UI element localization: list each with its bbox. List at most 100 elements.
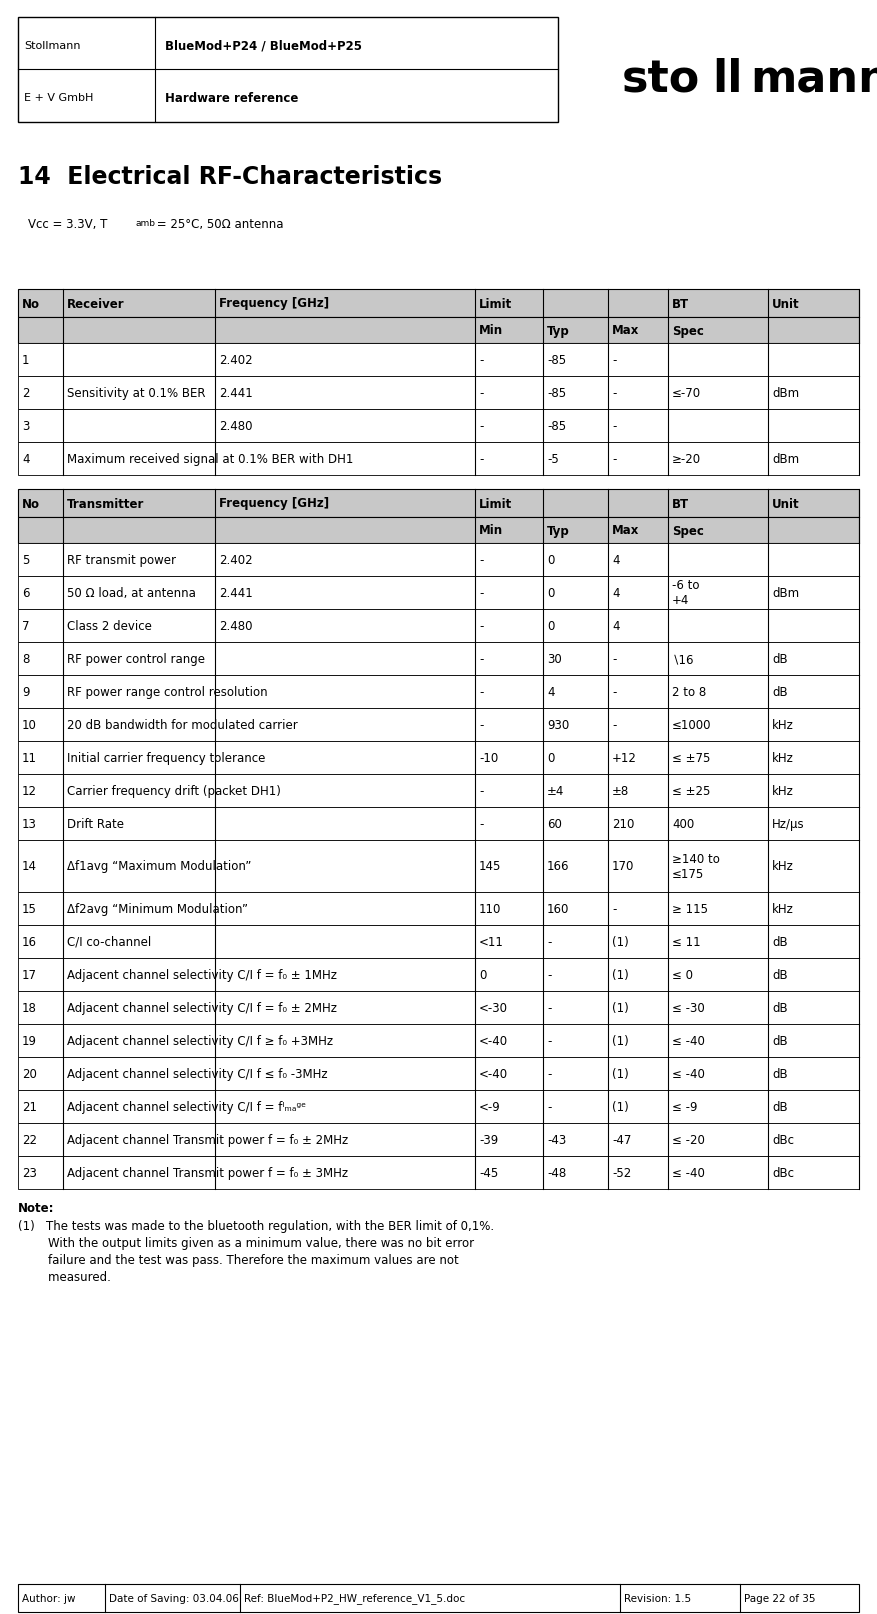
Text: ≤ -40: ≤ -40	[672, 1067, 705, 1080]
Bar	[18, 344, 859, 376]
Text: Frequency [GHz]: Frequency [GHz]	[219, 497, 329, 510]
Text: Vcc = 3.3V, T: Vcc = 3.3V, T	[28, 218, 107, 231]
Text: 2.441: 2.441	[219, 387, 253, 400]
Text: 50 Ω load, at antenna: 50 Ω load, at antenna	[67, 586, 196, 600]
Text: 4: 4	[22, 452, 30, 466]
Text: Frequency [GHz]: Frequency [GHz]	[219, 297, 329, 310]
Text: -: -	[479, 353, 483, 366]
Text: (1): (1)	[612, 1035, 629, 1047]
Text: dBm: dBm	[772, 452, 799, 466]
Text: 17: 17	[22, 968, 37, 981]
Text: C/I co-channel: C/I co-channel	[67, 936, 151, 949]
Text: -5: -5	[547, 452, 559, 466]
Text: Hardware reference: Hardware reference	[165, 92, 298, 105]
Text: 5: 5	[22, 554, 29, 567]
Text: 14  Electrical RF-Characteristics: 14 Electrical RF-Characteristics	[18, 165, 442, 189]
Text: -: -	[612, 718, 617, 731]
Text: ≥-20: ≥-20	[672, 452, 701, 466]
Text: <-30: <-30	[479, 1001, 508, 1014]
Text: Class 2 device: Class 2 device	[67, 620, 152, 633]
Bar	[18, 376, 859, 410]
Text: 0: 0	[547, 620, 554, 633]
Text: Typ: Typ	[547, 525, 570, 537]
Text: ≤ ±25: ≤ ±25	[672, 784, 710, 797]
Text: Typ: Typ	[547, 324, 570, 337]
Text: 19: 19	[22, 1035, 37, 1047]
Text: mann: mann	[750, 58, 877, 102]
Text: RF power range control resolution: RF power range control resolution	[67, 686, 267, 699]
Text: amb: amb	[135, 220, 155, 228]
Text: Carrier frequency drift (packet DH1): Carrier frequency drift (packet DH1)	[67, 784, 281, 797]
Text: Δf1avg “Maximum Modulation”: Δf1avg “Maximum Modulation”	[67, 860, 252, 873]
Text: 16: 16	[22, 936, 37, 949]
Text: Unit: Unit	[772, 297, 800, 310]
Text: BT: BT	[672, 497, 689, 510]
Text: 2.402: 2.402	[219, 353, 253, 366]
Text: -85: -85	[547, 420, 567, 433]
Text: ≥ 115: ≥ 115	[672, 902, 708, 915]
Text: (1): (1)	[612, 1101, 629, 1114]
Bar	[18, 775, 859, 807]
Text: ≤-70: ≤-70	[672, 387, 701, 400]
Text: kHz: kHz	[772, 752, 794, 765]
Text: Spec: Spec	[672, 525, 704, 537]
Text: Max: Max	[612, 324, 639, 337]
Text: -: -	[547, 936, 552, 949]
Text: -: -	[547, 1035, 552, 1047]
Text: 4: 4	[547, 686, 554, 699]
Text: 8: 8	[22, 652, 29, 665]
Bar	[18, 291, 859, 318]
Text: 20: 20	[22, 1067, 37, 1080]
Text: 30: 30	[547, 652, 562, 665]
Text: -48: -48	[547, 1167, 567, 1180]
Bar	[18, 544, 859, 576]
Text: Adjacent channel Transmit power f = f₀ ± 3MHz: Adjacent channel Transmit power f = f₀ ±…	[67, 1167, 348, 1180]
Text: dBc: dBc	[772, 1133, 794, 1146]
Text: RF transmit power: RF transmit power	[67, 554, 176, 567]
Text: dB: dB	[772, 936, 788, 949]
Text: 0: 0	[479, 968, 487, 981]
Text: 6: 6	[22, 586, 30, 600]
Text: dB: dB	[772, 1001, 788, 1014]
Text: ll: ll	[712, 58, 743, 102]
Bar	[18, 676, 859, 709]
Text: Sensitivity at 0.1% BER: Sensitivity at 0.1% BER	[67, 387, 205, 400]
Text: 7: 7	[22, 620, 30, 633]
Text: = 25°C, 50Ω antenna: = 25°C, 50Ω antenna	[153, 218, 283, 231]
Text: Adjacent channel selectivity C/I f ≥ f₀ +3MHz: Adjacent channel selectivity C/I f ≥ f₀ …	[67, 1035, 333, 1047]
Text: <11: <11	[479, 936, 504, 949]
Text: ≤ -40: ≤ -40	[672, 1035, 705, 1047]
Text: Min: Min	[479, 525, 503, 537]
Text: 400: 400	[672, 818, 695, 831]
Bar	[18, 442, 859, 476]
Bar	[18, 489, 859, 518]
Bar	[18, 1123, 859, 1156]
Bar	[18, 741, 859, 775]
Text: 0: 0	[547, 752, 554, 765]
Text: measured.: measured.	[18, 1270, 111, 1283]
Text: -: -	[479, 818, 483, 831]
Bar	[18, 518, 859, 544]
Text: ≤ 0: ≤ 0	[672, 968, 693, 981]
Bar	[18, 893, 859, 925]
Text: -: -	[479, 452, 483, 466]
Text: -: -	[479, 420, 483, 433]
Text: 23: 23	[22, 1167, 37, 1180]
Text: -: -	[479, 620, 483, 633]
Text: dB: dB	[772, 686, 788, 699]
Bar	[18, 1091, 859, 1123]
Text: 4: 4	[612, 586, 619, 600]
Text: <-40: <-40	[479, 1067, 508, 1080]
Text: Initial carrier frequency tolerance: Initial carrier frequency tolerance	[67, 752, 266, 765]
Text: ≤ ±75: ≤ ±75	[672, 752, 710, 765]
Text: -: -	[612, 387, 617, 400]
Text: -85: -85	[547, 353, 567, 366]
Bar	[18, 1025, 859, 1057]
Bar	[18, 841, 859, 893]
Text: 4: 4	[612, 554, 619, 567]
Bar	[18, 959, 859, 991]
Text: 60: 60	[547, 818, 562, 831]
Text: 12: 12	[22, 784, 37, 797]
Text: ≤ 11: ≤ 11	[672, 936, 701, 949]
Text: 930: 930	[547, 718, 569, 731]
